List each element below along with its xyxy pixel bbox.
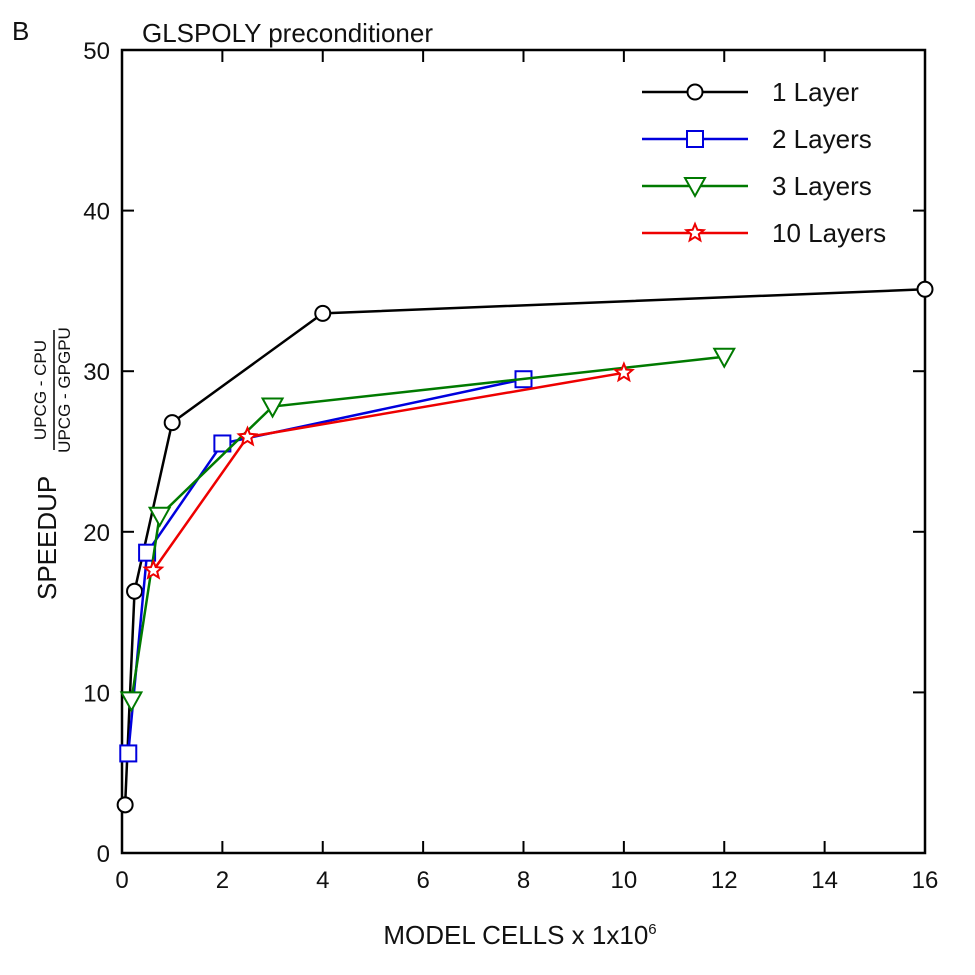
x-tick-label: 2 — [216, 867, 229, 894]
x-tick-label: 8 — [517, 867, 530, 894]
x-tick-label: 10 — [611, 867, 638, 894]
y-tick-label: 50 — [83, 38, 110, 65]
x-tick-label: 12 — [711, 867, 738, 894]
legend-label: 1 Layer — [772, 77, 859, 107]
data-series — [116, 280, 934, 814]
x-tick-label: 6 — [416, 867, 429, 894]
legend: 1 Layer 2 Layers 3 Layers 10 Layers — [642, 77, 886, 248]
x-axis-label: MODEL CELLS x 1x106 — [383, 920, 656, 950]
data-point — [163, 414, 181, 432]
data-point — [126, 582, 144, 600]
series-line — [127, 378, 524, 754]
y-axis-label-text: SPEEDUP — [32, 476, 62, 600]
y-tick-label: 40 — [83, 199, 110, 226]
series-1-layer — [116, 280, 934, 814]
series-line — [130, 355, 725, 701]
data-point — [116, 796, 134, 814]
legend-label: 2 Layers — [772, 124, 872, 154]
y-tick-label: 20 — [83, 520, 110, 547]
legend-entry: 2 Layers — [642, 124, 872, 154]
x-tick-label: 16 — [912, 867, 939, 894]
axis-ticks: 0 2 4 6 8 10 12 14 16 0 10 20 30 40 50 — [83, 38, 938, 894]
legend-label: 10 Layers — [772, 218, 886, 248]
series-2-layers — [119, 370, 533, 763]
data-point — [147, 506, 172, 528]
series-line — [152, 371, 625, 572]
legend-marker — [683, 177, 707, 199]
legend-marker — [686, 130, 704, 148]
data-point — [119, 744, 138, 763]
series-10-layers — [142, 361, 635, 580]
data-point — [612, 361, 635, 383]
data-point — [142, 558, 165, 580]
data-point — [260, 397, 285, 419]
series-line — [123, 288, 926, 805]
series-3-layers — [119, 347, 736, 713]
data-point — [712, 347, 736, 369]
y-tick-label: 10 — [83, 680, 110, 707]
x-axis-label-exponent: 6 — [648, 921, 656, 938]
data-point — [213, 434, 232, 453]
x-tick-label: 4 — [316, 867, 329, 894]
panel-label: B — [12, 16, 29, 46]
y-axis-label-denominator: UPCG - GPGPU — [55, 327, 74, 453]
y-tick-label: 0 — [97, 841, 110, 868]
legend-marker — [686, 83, 704, 101]
data-point — [236, 425, 259, 447]
x-axis-label-text: MODEL CELLS x 1x10 — [383, 920, 648, 950]
y-axis-label-numerator: UPCG - CPU — [31, 340, 50, 440]
data-point — [916, 280, 934, 298]
legend-entry: 3 Layers — [642, 171, 872, 201]
legend-marker — [683, 221, 707, 243]
legend-entry: 1 Layer — [642, 77, 859, 107]
legend-entry: 10 Layers — [642, 218, 886, 248]
x-tick-label: 14 — [811, 867, 838, 894]
data-point — [314, 304, 332, 322]
x-tick-label: 0 — [115, 867, 128, 894]
chart-title: GLSPOLY preconditioner — [142, 18, 433, 48]
data-point — [119, 691, 144, 713]
y-tick-label: 30 — [83, 359, 110, 386]
y-axis-label: SPEEDUP UPCG - CPU UPCG - GPGPU — [31, 327, 74, 600]
legend-label: 3 Layers — [772, 171, 872, 201]
